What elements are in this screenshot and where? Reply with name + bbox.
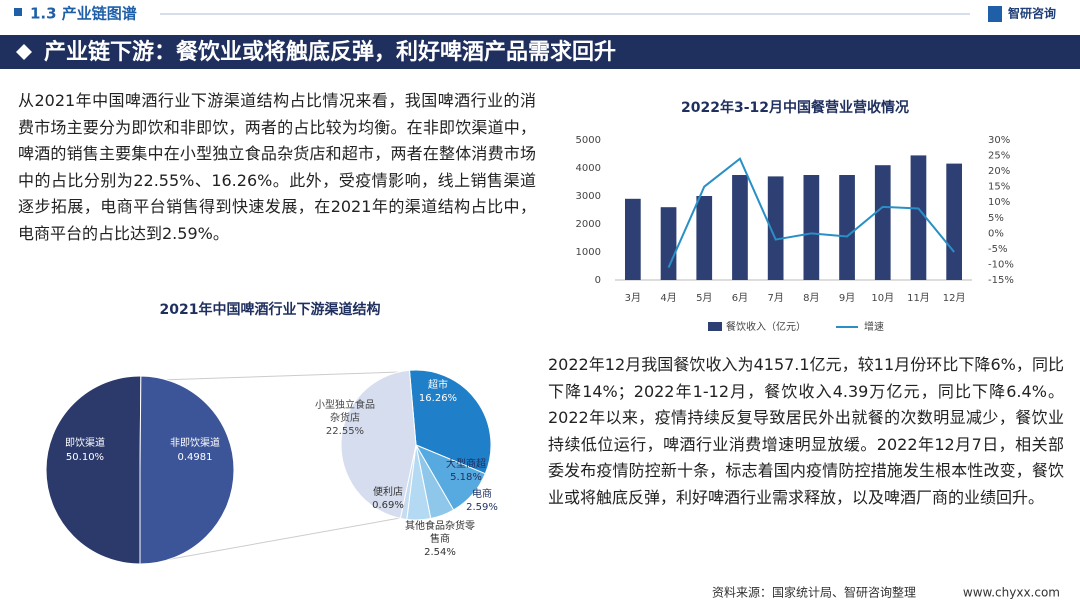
y2-tick-label: 0% — [988, 228, 1004, 239]
y-tick-label: 4000 — [576, 163, 601, 174]
section: 1.3 产业链图谱 — [30, 5, 137, 23]
y2-tick-label: 15% — [988, 182, 1010, 193]
y2-tick-label: 5% — [988, 213, 1004, 224]
chart-title: 2021年中国啤酒行业下游渠道结构 — [160, 301, 381, 318]
bar — [660, 207, 677, 280]
slice-label: 非即饮渠道 — [170, 436, 220, 449]
bar — [732, 175, 748, 280]
y-tick-label: 2000 — [576, 219, 601, 230]
value-label: 50.10% — [66, 452, 104, 463]
bar — [767, 176, 784, 280]
slice-label: 其他食品杂货零售商 — [405, 519, 475, 545]
bar — [803, 175, 820, 280]
connector — [159, 371, 401, 381]
value-label: 0.4981 — [178, 452, 213, 463]
x-tick-label: 7月 — [767, 292, 783, 304]
logo — [988, 6, 1002, 22]
bullet — [14, 8, 22, 16]
x-tick-label: 10月 — [871, 292, 894, 304]
y2-tick-label: -10% — [988, 259, 1014, 270]
paragraph: 从2021年中国啤酒行业下游渠道结构占比情况来看，我国啤酒行业的消费市场主要分为… — [18, 91, 536, 243]
value-label: 22.55% — [326, 426, 364, 437]
slice-label: 便利店 — [373, 485, 403, 498]
bar — [696, 196, 713, 280]
y2-tick-label: 10% — [988, 197, 1010, 208]
slice-label: 小型独立食品杂货店 — [315, 398, 375, 424]
line — [667, 157, 955, 268]
paragraph: 2022年12月我国餐饮收入为4157.1亿元，较11月份环比下降6%，同比下降… — [548, 355, 1064, 507]
x-tick-label: 12月 — [943, 292, 966, 304]
x-tick-label: 8月 — [803, 292, 819, 304]
value-label: 2.59% — [466, 502, 498, 513]
slice-label: 大型商超 — [446, 457, 486, 470]
bar — [874, 165, 891, 280]
x-tick-label: 11月 — [907, 292, 930, 304]
value-label: 16.26% — [419, 393, 457, 404]
y2-tick-label: 30% — [988, 135, 1010, 146]
x-tick-label: 4月 — [660, 292, 676, 304]
bar — [624, 198, 641, 280]
y-tick-label: 5000 — [576, 135, 601, 146]
y-tick-label: 1000 — [576, 247, 601, 258]
slice — [408, 369, 492, 475]
bar — [839, 175, 855, 280]
x-tick-label: 6月 — [732, 292, 748, 304]
legend-swatch — [708, 322, 722, 331]
slice — [340, 369, 417, 519]
source: 资料来源：国家统计局、智研咨询整理 — [712, 585, 916, 600]
slice-label: 即饮渠道 — [65, 436, 105, 449]
bar — [910, 155, 927, 280]
slice-label: 超市 — [428, 378, 448, 391]
y2-tick-label: 25% — [988, 151, 1010, 162]
connector — [159, 517, 401, 562]
slice-label: 电商 — [472, 487, 492, 500]
url: www.chyxx.com — [963, 586, 1060, 600]
x-tick-label: 9月 — [839, 292, 855, 304]
legend-label: 增速 — [864, 320, 884, 333]
x-tick-label: 5月 — [696, 292, 712, 304]
chart-title: 2022年3-12月中国餐营业营收情况 — [681, 99, 909, 116]
x-tick-label: 3月 — [625, 292, 641, 304]
diamond — [16, 44, 32, 60]
bar — [946, 163, 963, 280]
slice — [139, 375, 235, 565]
legend-label: 餐饮收入（亿元） — [726, 320, 806, 333]
y-tick-label: 3000 — [576, 191, 601, 202]
y2-tick-label: 20% — [988, 166, 1010, 177]
headline: 产业链下游：餐饮业或将触底反弹，利好啤酒产品需求回升 — [44, 39, 616, 65]
y2-tick-label: -5% — [988, 244, 1007, 255]
brand: 智研咨询 — [1007, 6, 1056, 21]
y-tick-label: 0 — [595, 275, 601, 286]
value-label: 5.18% — [450, 472, 482, 483]
headline-bar — [0, 35, 1080, 69]
slice — [45, 375, 142, 565]
value-label: 0.69% — [372, 500, 404, 511]
y2-tick-label: -15% — [988, 275, 1014, 286]
value-label: 2.54% — [424, 547, 456, 558]
